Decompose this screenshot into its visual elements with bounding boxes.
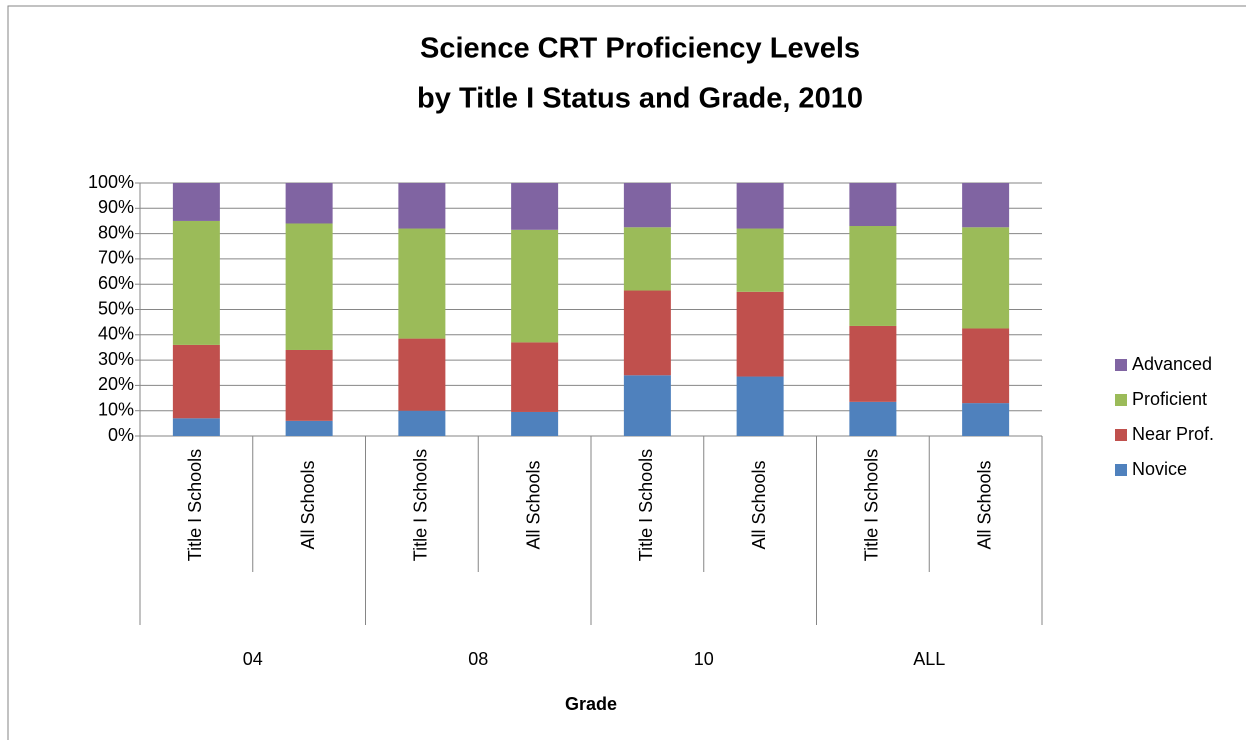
bar-segment — [172, 183, 220, 221]
group-label: 08 — [468, 649, 488, 669]
bar-segment — [962, 227, 1010, 329]
bar-segment — [511, 229, 559, 343]
y-tick-label: 100% — [88, 172, 134, 192]
legend-swatch — [1115, 359, 1127, 371]
y-tick-label: 40% — [98, 324, 134, 344]
x-axis-label: Grade — [565, 694, 617, 714]
bar-segment — [285, 223, 333, 350]
legend-label: Advanced — [1132, 354, 1212, 374]
bar-segment — [285, 349, 333, 421]
bar-segment — [398, 228, 446, 339]
group-label: 04 — [243, 649, 263, 669]
legend-swatch — [1115, 394, 1127, 406]
x-tick-label: Title I Schools — [862, 449, 882, 561]
legend-label: Novice — [1132, 459, 1187, 479]
bar-segment — [623, 227, 671, 291]
bar-segment — [623, 183, 671, 228]
bar-segment — [511, 183, 559, 230]
bar-segment — [398, 183, 446, 229]
legend-label: Proficient — [1132, 389, 1207, 409]
legend-swatch — [1115, 429, 1127, 441]
x-tick-label: Title I Schools — [636, 449, 656, 561]
x-tick-label: All Schools — [523, 460, 543, 549]
y-tick-label: 10% — [98, 399, 134, 419]
y-tick-label: 0% — [108, 425, 134, 445]
y-tick-label: 60% — [98, 273, 134, 293]
bar-segment — [172, 220, 220, 345]
y-tick-label: 70% — [98, 248, 134, 268]
bar-segment — [285, 420, 333, 436]
y-tick-label: 90% — [98, 197, 134, 217]
bar-segment — [962, 183, 1010, 228]
bar-segment — [398, 338, 446, 411]
group-label: 10 — [694, 649, 714, 669]
x-tick-label: All Schools — [974, 460, 994, 549]
bar-segment — [511, 342, 559, 412]
bar-segment — [736, 183, 784, 229]
chart-title: Science CRT Proficiency Levels — [420, 33, 860, 65]
y-tick-label: 20% — [98, 374, 134, 394]
x-tick-label: Title I Schools — [185, 449, 205, 561]
bar-segment — [736, 228, 784, 292]
bar-segment — [736, 376, 784, 436]
bar-segment — [849, 401, 897, 436]
bar-segment — [849, 325, 897, 402]
legend-label: Near Prof. — [1132, 424, 1214, 444]
group-label: ALL — [913, 649, 945, 669]
bar-segment — [962, 328, 1010, 404]
bar-segment — [398, 410, 446, 436]
x-tick-label: Title I Schools — [411, 449, 431, 561]
chart-border — [7, 5, 1246, 740]
chart-title: by Title I Status and Grade, 2010 — [417, 83, 863, 115]
bar-segment — [849, 226, 897, 326]
bar-segment — [623, 375, 671, 436]
y-tick-label: 30% — [98, 349, 134, 369]
y-tick-label: 80% — [98, 222, 134, 242]
bar-segment — [736, 291, 784, 377]
legend-swatch — [1115, 464, 1127, 476]
bar-segment — [849, 183, 897, 227]
bar-segment — [511, 411, 559, 436]
y-tick-label: 50% — [98, 298, 134, 318]
bar-segment — [285, 183, 333, 224]
x-tick-label: All Schools — [298, 460, 318, 549]
bar-segment — [172, 418, 220, 436]
bar-segment — [623, 290, 671, 376]
bar-segment — [172, 344, 220, 419]
bar-segment — [962, 403, 1010, 436]
x-tick-label: All Schools — [749, 460, 769, 549]
